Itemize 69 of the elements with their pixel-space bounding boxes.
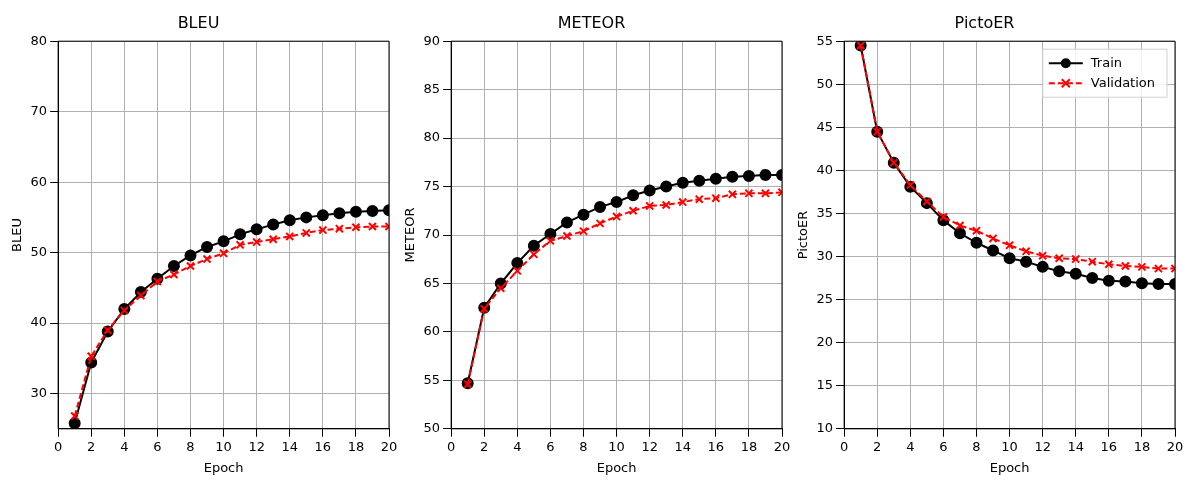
x-tick-label: 18 [1133, 438, 1151, 454]
y-tick-label: 20 [816, 334, 834, 350]
x-tick-label: 10 [215, 438, 232, 454]
y-tick-label: 80 [30, 32, 48, 48]
y-tick-label: 30 [30, 384, 48, 400]
y-tick-label: 85 [423, 81, 441, 97]
x-tick-label: 20 [773, 438, 791, 454]
y-tick-label: 15 [816, 377, 834, 393]
y-axis-title: PictoER [795, 210, 811, 260]
y-tick-label: 40 [30, 314, 48, 330]
legend-label: Train [1089, 54, 1123, 70]
x-tick-label: 0 [54, 438, 63, 454]
y-tick-label: 50 [816, 75, 834, 91]
y-tick-label: 45 [816, 118, 834, 134]
x-tick-label: 2 [87, 438, 96, 454]
y-tick-label: 65 [423, 274, 441, 290]
x-tick-label: 0 [840, 438, 849, 454]
x-tick-label: 16 [314, 438, 332, 454]
legend-label: Validation [1090, 74, 1156, 90]
y-tick-label: 40 [816, 161, 834, 177]
x-tick-label: 12 [248, 438, 265, 454]
x-tick-label: 18 [347, 438, 365, 454]
x-tick-label: 12 [641, 438, 658, 454]
y-tick-label: 55 [816, 32, 834, 48]
y-tick-label: 70 [30, 103, 48, 119]
chart-title: BLEU [177, 12, 220, 32]
y-tick-label: 70 [423, 226, 441, 242]
chart-title: METEOR [557, 12, 626, 32]
y-tick-label: 10 [816, 420, 834, 436]
x-axis-title: Epoch [989, 459, 1030, 475]
y-tick-label: 60 [30, 173, 48, 189]
y-tick-label: 25 [816, 290, 834, 306]
chart-title: PictoER [954, 12, 1015, 32]
y-tick-label: 35 [816, 204, 834, 220]
y-tick-label: 80 [423, 129, 441, 145]
x-tick-label: 6 [546, 438, 555, 454]
x-tick-label: 12 [1034, 438, 1051, 454]
x-tick-label: 10 [608, 438, 625, 454]
x-tick-label: 14 [1067, 438, 1085, 454]
y-tick-label: 50 [423, 420, 441, 436]
x-tick-label: 20 [1166, 438, 1184, 454]
x-tick-label: 8 [186, 438, 195, 454]
x-tick-label: 20 [380, 438, 398, 454]
x-axis-title: Epoch [596, 459, 637, 475]
y-axis-title: METEOR [402, 207, 418, 263]
x-axis-title: Epoch [203, 459, 244, 475]
y-tick-label: 30 [816, 247, 834, 263]
x-tick-label: 10 [1001, 438, 1018, 454]
x-tick-label: 16 [707, 438, 725, 454]
x-tick-label: 4 [513, 438, 522, 454]
x-tick-label: 2 [480, 438, 489, 454]
y-tick-label: 50 [30, 243, 48, 259]
x-tick-label: 2 [873, 438, 882, 454]
y-tick-label: 55 [423, 371, 441, 387]
x-tick-label: 14 [281, 438, 299, 454]
y-tick-label: 75 [423, 177, 441, 193]
x-tick-label: 16 [1100, 438, 1118, 454]
x-tick-label: 4 [906, 438, 915, 454]
x-tick-label: 6 [939, 438, 948, 454]
y-axis-title: BLEU [9, 218, 25, 252]
x-tick-label: 6 [153, 438, 162, 454]
x-tick-label: 14 [674, 438, 692, 454]
x-tick-label: 4 [120, 438, 129, 454]
y-tick-label: 60 [423, 323, 441, 339]
x-tick-label: 8 [579, 438, 588, 454]
y-tick-label: 90 [423, 32, 441, 48]
x-tick-label: 18 [740, 438, 758, 454]
x-tick-label: 8 [972, 438, 981, 454]
x-tick-label: 0 [447, 438, 456, 454]
